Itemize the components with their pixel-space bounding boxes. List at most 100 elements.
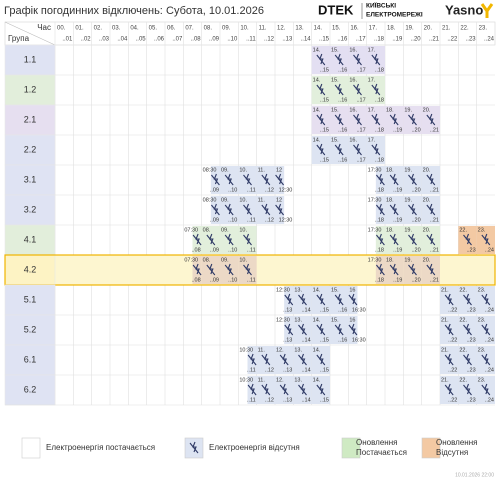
outage-end: ..24 <box>485 337 494 343</box>
column-start: 23. <box>479 26 488 32</box>
outage-end: ..11 <box>247 217 256 223</box>
outage-start: 15. <box>331 287 339 293</box>
column-start: 08. <box>204 26 213 32</box>
column-end: ..18 <box>374 37 385 43</box>
group-name: 6.1 <box>24 354 37 364</box>
outage-end: ..14 <box>301 367 310 373</box>
outage-icon <box>426 173 436 186</box>
column-end: ..22 <box>447 37 458 43</box>
outage-icon <box>247 383 257 396</box>
outage-icon <box>243 173 252 186</box>
outage-end: ..21 <box>430 187 439 193</box>
outage-start: 20. <box>423 257 431 263</box>
outage-end: ..16 <box>338 97 347 103</box>
outage-start: 12:30 <box>276 317 290 323</box>
outage-end: 16:30 <box>352 337 366 343</box>
outage-icon <box>275 173 285 186</box>
outage-icon <box>353 143 362 156</box>
outage-end: ..18 <box>375 157 384 163</box>
brand: DTEK <box>318 2 354 17</box>
outage-icon <box>463 353 472 366</box>
outage-end: ..21 <box>430 127 439 133</box>
outage-end: ..09 <box>210 277 219 283</box>
outage-icon <box>192 263 202 276</box>
outage-icon <box>371 83 381 96</box>
outage-icon <box>224 263 234 276</box>
column-start: 04. <box>130 26 139 32</box>
outage-end: ..23 <box>466 367 475 373</box>
outage-start: 23. <box>478 227 486 233</box>
outage-icon <box>316 353 326 366</box>
group-cell <box>4 224 56 256</box>
outage-end: ..22 <box>448 397 457 403</box>
outage-end: 12:30 <box>279 187 293 193</box>
group-cell <box>4 44 56 76</box>
outage-start: 13. <box>294 317 302 323</box>
outage-start: 11. <box>258 347 266 353</box>
outage-end: ..10 <box>228 187 237 193</box>
outage-icon <box>408 113 417 126</box>
outage-start: 16 <box>349 317 355 323</box>
outage-icon <box>334 53 344 66</box>
column-start: 13. <box>295 26 304 32</box>
column-start: 00. <box>57 26 66 32</box>
outage-end: ..11 <box>247 397 256 403</box>
outage-icon <box>316 383 326 396</box>
outage-icon <box>316 83 326 96</box>
outage-icon <box>224 173 234 186</box>
footer: 10.01.2026 22:00 <box>455 472 494 478</box>
outage-start: 15. <box>331 317 339 323</box>
column-end: ..08 <box>191 37 202 43</box>
outage-icon <box>463 293 472 306</box>
outage-end: ..16 <box>338 67 347 73</box>
outage-start: 14. <box>313 47 321 53</box>
outage-start: 22. <box>459 317 467 323</box>
outage-start: 10:30 <box>239 347 253 353</box>
outage-icon <box>348 323 358 336</box>
outage-start: 19. <box>404 107 412 113</box>
outage-icon <box>389 233 399 246</box>
outage-icon <box>389 113 399 126</box>
column-end: ..13 <box>282 37 293 43</box>
outage-end: ..22 <box>448 337 457 343</box>
outage-start: 17:30 <box>368 257 382 263</box>
outage-end: ..12 <box>265 397 274 403</box>
outage-start: 18. <box>386 107 394 113</box>
outage-icon <box>426 263 436 276</box>
outage-start: 23. <box>478 347 486 353</box>
column-start: 14. <box>314 26 323 32</box>
outage-start: 14. <box>313 287 321 293</box>
outage-end: ..22 <box>448 307 457 313</box>
outage-icon <box>279 383 289 396</box>
outage-end: ..23 <box>466 307 475 313</box>
outage-start: 14. <box>313 107 321 113</box>
column-start: 17. <box>369 26 378 32</box>
outage-start: 11. <box>258 197 266 203</box>
outage-end: 12:30 <box>279 217 293 223</box>
column-end: ..05 <box>136 37 147 43</box>
outage-icon <box>389 203 399 216</box>
column-start: 02. <box>94 26 103 32</box>
outage-icon <box>463 383 472 396</box>
outage-icon <box>224 233 234 246</box>
outage-icon <box>353 83 362 96</box>
title: Графік погодинних відключень: <box>4 5 163 17</box>
outage-icon <box>353 53 362 66</box>
outage-end: ..08 <box>191 247 200 253</box>
outage-start: 21. <box>441 317 449 323</box>
outage-start: 16 <box>349 287 355 293</box>
outage-end: ..15 <box>320 67 329 73</box>
outage-icon <box>243 263 252 276</box>
partner: Yasno <box>445 2 483 17</box>
outage-end: ..15 <box>320 397 329 403</box>
time-label: Час <box>37 23 51 32</box>
outage-start: 12 <box>276 167 282 173</box>
outage-icon <box>426 113 436 126</box>
outage-icon <box>375 203 385 216</box>
outage-end: ..09 <box>210 187 219 193</box>
outage-start: 19. <box>404 167 412 173</box>
outage-start: 14. <box>313 377 321 383</box>
outage-start: 18. <box>386 257 394 263</box>
outage-icon <box>316 53 326 66</box>
